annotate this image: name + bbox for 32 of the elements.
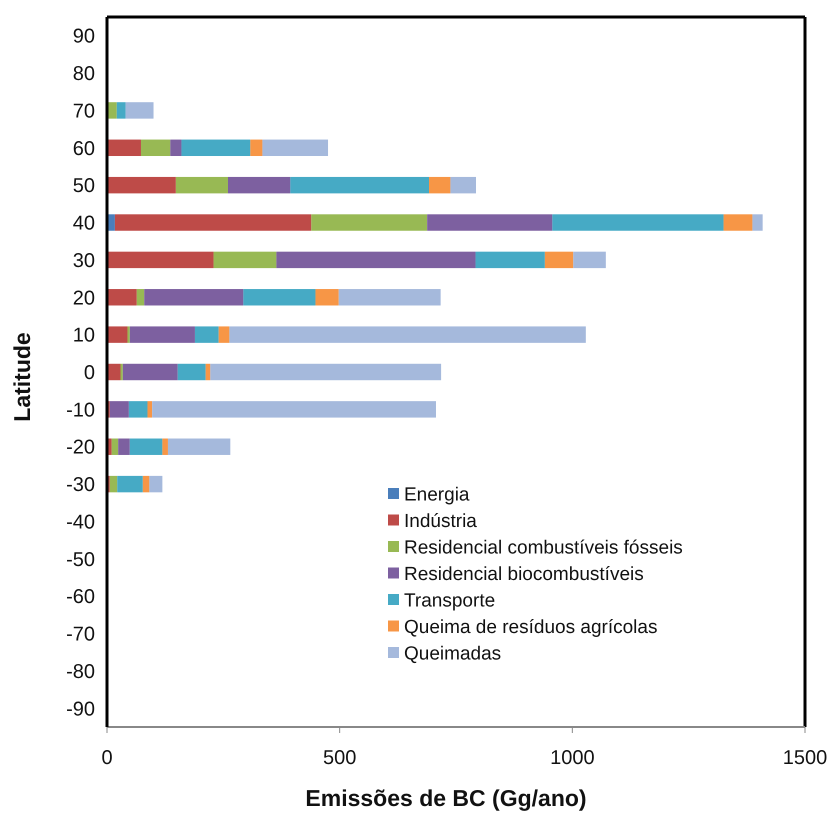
- y-tick-label: -60: [66, 586, 95, 608]
- legend-label: Residencial biocombustíveis: [404, 564, 644, 586]
- y-tick-label: -40: [66, 511, 95, 534]
- y-tick-label: 50: [72, 175, 95, 198]
- x-tick-label: 0: [101, 747, 113, 769]
- y-axis-title: Latitude: [9, 332, 35, 422]
- y-tick-label: 60: [72, 138, 95, 160]
- x-tick-label: 1500: [782, 747, 828, 769]
- legend-label: Indústria: [404, 511, 478, 532]
- y-tick-label: -20: [66, 436, 95, 459]
- y-tick-label: -80: [66, 660, 95, 683]
- legend-label: Queima de resíduos agrícolas: [404, 617, 658, 638]
- y-tick-label: -90: [66, 698, 95, 720]
- y-tick-label: 20: [72, 287, 95, 310]
- legend-label: Residencial combustíveis fósseis: [404, 538, 683, 559]
- y-tick-label: 30: [72, 250, 95, 272]
- y-tick-label: -70: [66, 624, 95, 646]
- x-axis-title: Emissões de BC (Gg/ano): [305, 785, 587, 811]
- y-tick-label: -30: [66, 474, 95, 496]
- y-tick-label: -10: [66, 399, 95, 422]
- x-tick-label: 1000: [550, 747, 595, 769]
- y-tick-label: 90: [72, 26, 95, 48]
- y-tick-label: 70: [72, 100, 95, 122]
- y-tick-label: 10: [72, 324, 95, 347]
- y-tick-label: -50: [66, 548, 95, 571]
- legend-label: Energia: [404, 484, 470, 506]
- y-tick-label: 80: [72, 63, 95, 86]
- x-tick-label: 500: [322, 747, 356, 769]
- y-tick-label: 40: [72, 212, 95, 235]
- legend-label: Transporte: [404, 590, 496, 612]
- y-tick-label: 0: [84, 362, 95, 384]
- legend-label: Queimadas: [404, 644, 502, 665]
